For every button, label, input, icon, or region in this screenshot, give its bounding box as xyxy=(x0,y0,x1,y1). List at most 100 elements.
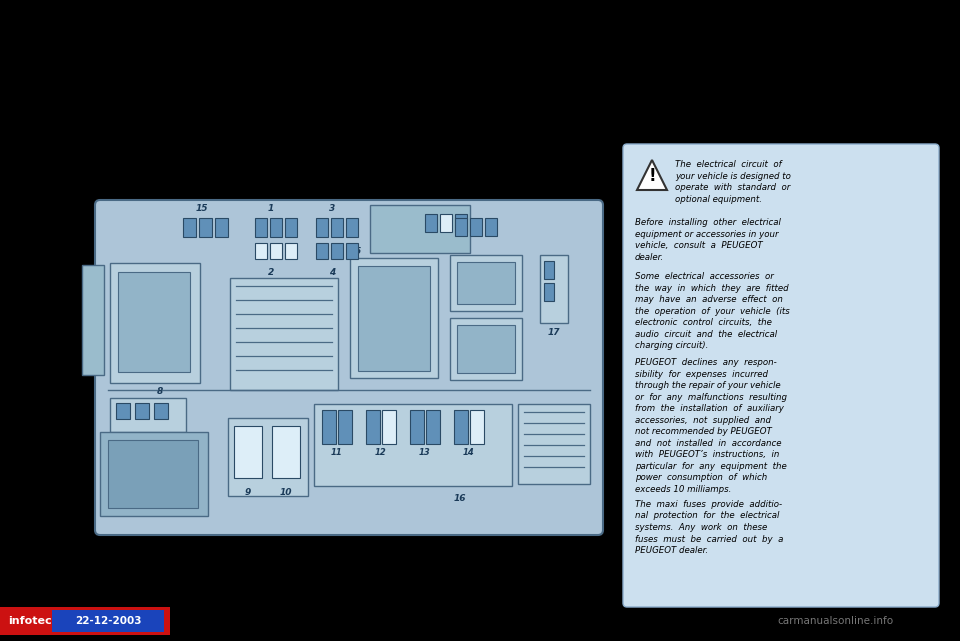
Text: PEUGEOT dealer.: PEUGEOT dealer. xyxy=(635,546,708,555)
Bar xyxy=(285,243,297,259)
Bar xyxy=(370,205,470,253)
Bar xyxy=(110,263,200,383)
Text: accessories,  not  supplied  and: accessories, not supplied and xyxy=(635,415,771,424)
Bar xyxy=(346,218,358,237)
Text: particular  for  any  equipment  the: particular for any equipment the xyxy=(635,462,787,470)
Text: systems.  Any  work  on  these: systems. Any work on these xyxy=(635,523,767,532)
Bar xyxy=(270,243,282,259)
Text: fuses  must  be  carried  out  by  a: fuses must be carried out by a xyxy=(635,535,783,544)
Text: 12: 12 xyxy=(375,448,387,457)
Bar xyxy=(470,410,484,444)
Bar xyxy=(346,243,358,259)
Bar xyxy=(116,403,130,419)
Bar xyxy=(322,410,336,444)
Bar xyxy=(358,266,430,371)
Bar xyxy=(255,243,267,259)
Text: sibility  for  expenses  incurred: sibility for expenses incurred xyxy=(635,369,768,378)
Text: 5: 5 xyxy=(355,247,361,256)
Bar xyxy=(230,278,338,390)
Bar xyxy=(154,403,168,419)
Text: 17: 17 xyxy=(548,328,561,337)
Text: 14: 14 xyxy=(463,448,475,457)
Bar xyxy=(314,404,512,486)
Bar xyxy=(272,426,300,478)
Bar xyxy=(350,258,438,378)
Bar xyxy=(316,218,328,237)
Text: 1: 1 xyxy=(268,204,275,213)
Bar xyxy=(544,261,554,279)
Text: 3: 3 xyxy=(329,204,335,213)
Bar xyxy=(455,214,467,232)
Text: exceeds 10 milliamps.: exceeds 10 milliamps. xyxy=(635,485,732,494)
Text: vehicle,  consult  a  PEUGEOT: vehicle, consult a PEUGEOT xyxy=(635,241,762,250)
Text: may  have  an  adverse  effect  on: may have an adverse effect on xyxy=(635,295,782,304)
Bar xyxy=(455,218,467,236)
Text: 9: 9 xyxy=(245,488,252,497)
Text: and  not  installed  in  accordance: and not installed in accordance xyxy=(635,438,781,447)
Bar xyxy=(454,410,468,444)
Text: not recommended by PEUGEOT: not recommended by PEUGEOT xyxy=(635,427,772,436)
Bar xyxy=(183,218,196,237)
Bar xyxy=(450,318,522,380)
Bar xyxy=(118,272,190,372)
Text: from  the  installation  of  auxiliary: from the installation of auxiliary xyxy=(635,404,784,413)
Bar xyxy=(518,404,590,484)
Text: 13: 13 xyxy=(420,448,431,457)
Bar xyxy=(485,218,497,236)
Bar xyxy=(450,255,522,311)
Bar xyxy=(255,218,267,237)
Bar xyxy=(331,243,343,259)
Text: Some  electrical  accessories  or: Some electrical accessories or xyxy=(635,272,774,281)
Text: infotec: infotec xyxy=(8,616,52,626)
Text: with  PEUGEOT’s  instructions,  in: with PEUGEOT’s instructions, in xyxy=(635,450,780,459)
Text: 11: 11 xyxy=(331,448,343,457)
Text: 22-12-2003: 22-12-2003 xyxy=(75,616,141,626)
Polygon shape xyxy=(637,160,667,190)
Text: dealer.: dealer. xyxy=(635,253,664,262)
Bar xyxy=(108,440,198,508)
Text: PEUGEOT  declines  any  respon-: PEUGEOT declines any respon- xyxy=(635,358,777,367)
Text: your vehicle is designed to: your vehicle is designed to xyxy=(675,172,791,181)
Text: 16: 16 xyxy=(454,494,467,503)
Bar xyxy=(331,218,343,237)
Bar xyxy=(215,218,228,237)
Bar xyxy=(540,255,568,323)
Bar xyxy=(382,410,396,444)
Text: 15: 15 xyxy=(196,204,208,213)
Text: The  electrical  circuit  of: The electrical circuit of xyxy=(675,160,781,169)
Bar xyxy=(544,283,554,301)
Bar xyxy=(338,410,352,444)
Bar xyxy=(234,426,262,478)
Bar xyxy=(52,610,164,632)
Text: the  way  in  which  they  are  fitted: the way in which they are fitted xyxy=(635,283,788,292)
Bar xyxy=(135,403,149,419)
Text: The  maxi  fuses  provide  additio-: The maxi fuses provide additio- xyxy=(635,500,782,509)
Text: 8: 8 xyxy=(156,387,163,396)
Bar xyxy=(228,418,308,496)
Text: optional equipment.: optional equipment. xyxy=(675,194,762,203)
Bar xyxy=(316,243,328,259)
Text: or  for  any  malfunctions  resulting: or for any malfunctions resulting xyxy=(635,392,787,401)
Text: power  consumption  of  which: power consumption of which xyxy=(635,473,767,482)
Text: carmanualsonline.info: carmanualsonline.info xyxy=(777,616,893,626)
Bar xyxy=(199,218,212,237)
Bar xyxy=(426,410,440,444)
Bar xyxy=(0,607,170,635)
Bar xyxy=(457,262,515,304)
Bar xyxy=(410,410,424,444)
Bar xyxy=(270,218,282,237)
Text: equipment or accessories in your: equipment or accessories in your xyxy=(635,229,779,238)
Bar xyxy=(100,432,208,516)
FancyBboxPatch shape xyxy=(95,200,603,535)
Text: nal  protection  for  the  electrical: nal protection for the electrical xyxy=(635,512,780,520)
Text: operate  with  standard  or: operate with standard or xyxy=(675,183,790,192)
Bar xyxy=(366,410,380,444)
Text: Before  installing  other  electrical: Before installing other electrical xyxy=(635,218,780,227)
Bar xyxy=(440,214,452,232)
Text: 10: 10 xyxy=(279,488,292,497)
Text: 2: 2 xyxy=(268,268,275,277)
Bar xyxy=(457,325,515,373)
Bar xyxy=(425,214,437,232)
Bar xyxy=(110,398,186,432)
Bar xyxy=(82,265,104,375)
